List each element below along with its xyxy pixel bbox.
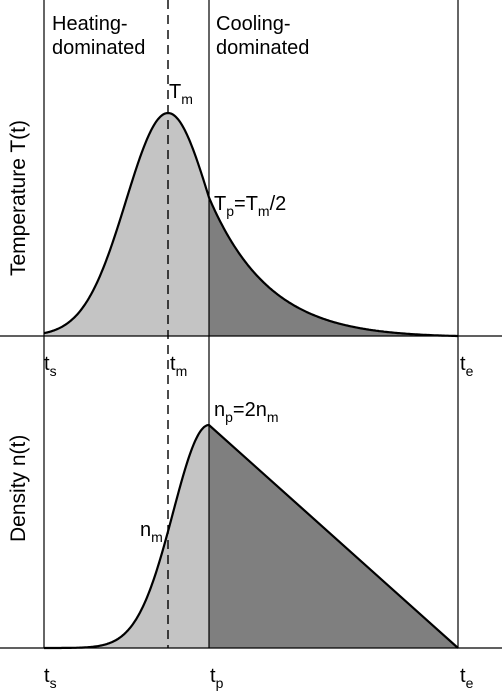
tp-eq-part-3: m: [258, 203, 270, 219]
np-eq-part-0: n: [214, 399, 225, 421]
top-tick-ts: ts: [44, 353, 57, 379]
tp-eq-part-4: /2: [270, 193, 287, 215]
bottom-tick-te: te: [460, 665, 474, 691]
temperature-curve: [43, 111, 458, 338]
temperature-heating-area: [44, 113, 209, 336]
np-eq-part-2: =2n: [233, 399, 267, 421]
temperature-axis-label: Temperature T(t): [7, 120, 30, 276]
bottom-tick-tp: tp: [210, 665, 224, 691]
np-eq-part-1: p: [225, 409, 233, 425]
nm-label: nm: [140, 519, 163, 545]
cooling-region-label-2: dominated: [216, 37, 309, 59]
tp-eq-part-1: p: [226, 203, 234, 219]
temperature-cooling-area: [209, 197, 458, 336]
heating-region-label-2: dominated: [52, 37, 145, 59]
cooling-region-label-1: Cooling-: [216, 13, 290, 35]
heating-region-label-1: Heating-: [52, 13, 128, 35]
np-equation-label: np=2nm: [214, 399, 279, 425]
bottom-tick-ts: ts: [44, 665, 57, 691]
tp-eq-part-0: T: [214, 193, 226, 215]
density-axis-label: Density n(t): [7, 435, 30, 542]
top-tick-te: te: [460, 353, 474, 379]
tp-eq-part-2: =T: [234, 193, 258, 215]
density-heating-area: [44, 425, 209, 648]
tp-equation-label: Tp=Tm/2: [214, 193, 286, 219]
tm-peak-label: Tm: [169, 81, 193, 107]
np-eq-part-3: m: [267, 409, 279, 425]
top-tick-tm: tm: [170, 353, 187, 379]
